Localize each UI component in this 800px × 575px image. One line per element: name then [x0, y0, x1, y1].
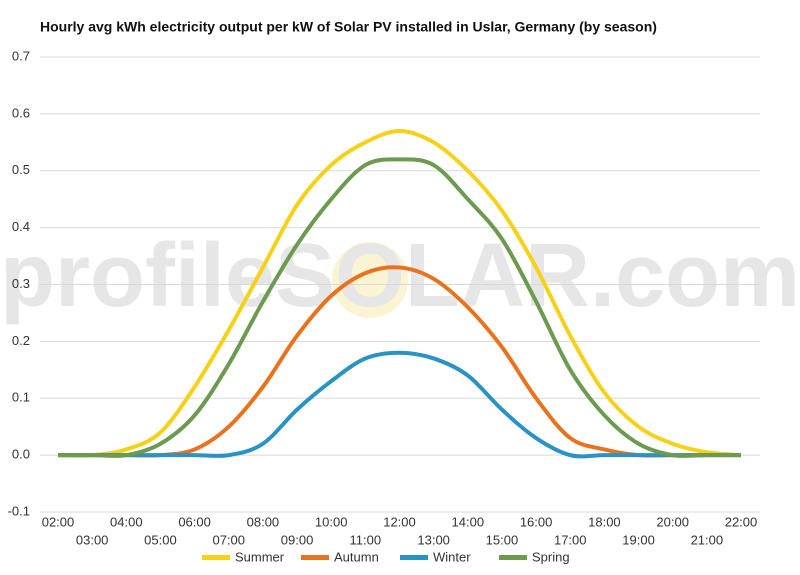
y-tick-label: 0.6 — [12, 105, 30, 120]
y-tick-label: 0.3 — [12, 276, 30, 291]
x-tick-label: 06:00 — [178, 514, 211, 529]
series-line — [57, 128, 742, 458]
x-tick-label: 14:00 — [452, 514, 485, 529]
series-line — [58, 350, 741, 459]
x-tick-label: 09:00 — [281, 532, 314, 547]
x-tick-label: 12:00 — [383, 514, 416, 529]
x-tick-label: 19:00 — [622, 532, 655, 547]
x-tick-label: 03:00 — [76, 532, 109, 547]
y-tick-label: -0.1 — [8, 503, 30, 518]
watermark: profileSOLAR.com — [0, 226, 800, 326]
x-tick-label: 21:00 — [691, 532, 724, 547]
legend-label: Autumn — [334, 549, 379, 564]
y-tick-label: 0.5 — [12, 162, 30, 177]
y-tick-label: 0.2 — [12, 333, 30, 348]
legend-label: Spring — [532, 549, 570, 564]
x-tick-label: 05:00 — [144, 532, 177, 547]
x-tick-label: 17:00 — [554, 532, 587, 547]
x-tick-label: 08:00 — [247, 514, 280, 529]
x-tick-label: 11:00 — [350, 532, 382, 547]
x-tick-label: 18:00 — [588, 514, 621, 529]
x-tick-label: 02:00 — [42, 514, 75, 529]
y-tick-label: 0.0 — [12, 447, 30, 462]
legend-swatch — [301, 555, 329, 560]
x-tick-label: 16:00 — [520, 514, 553, 529]
x-tick-label: 22:00 — [725, 514, 758, 529]
legend-swatch — [400, 555, 428, 560]
x-tick-label: 20:00 — [656, 514, 689, 529]
y-tick-label: 0.1 — [12, 390, 30, 405]
x-tick-label: 13:00 — [417, 532, 450, 547]
x-tick-label: 04:00 — [110, 514, 143, 529]
x-tick-label: 15:00 — [486, 532, 519, 547]
y-tick-label: 0.7 — [12, 48, 30, 63]
watermark-sun — [332, 242, 408, 318]
x-tick-label: 10:00 — [315, 514, 348, 529]
legend-swatch — [202, 555, 230, 560]
legend-label: Winter — [433, 549, 471, 564]
legend-label: Summer — [235, 549, 285, 564]
legend-swatch — [499, 555, 527, 560]
y-tick-label: 0.4 — [12, 219, 30, 234]
series-line — [58, 157, 741, 458]
x-tick-label: 07:00 — [212, 532, 245, 547]
chart-title: Hourly avg kWh electricity output per kW… — [40, 19, 657, 35]
